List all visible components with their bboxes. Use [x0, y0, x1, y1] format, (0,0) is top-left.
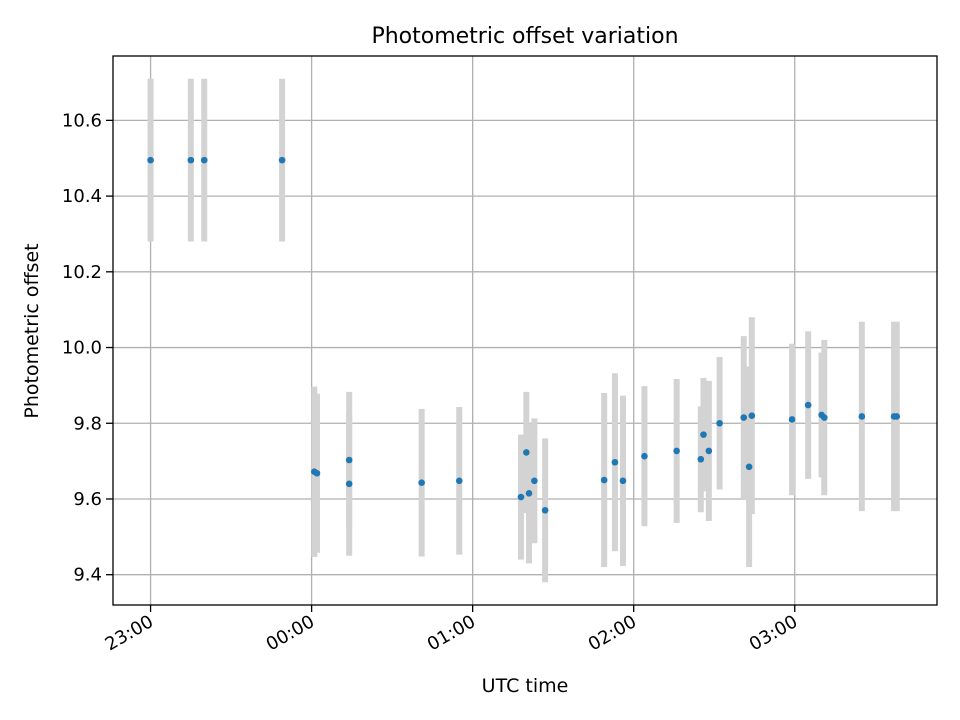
data-point: [745, 463, 753, 471]
y-tick-label: 9.6: [73, 489, 102, 510]
data-point: [788, 416, 796, 423]
data-point: [147, 156, 154, 164]
data-point: [740, 414, 748, 421]
x-tick-label: 00:00: [263, 611, 318, 655]
data-point: [700, 431, 707, 438]
data-point: [673, 447, 680, 455]
data-point: [525, 490, 533, 497]
y-tick-label: 9.4: [73, 565, 102, 586]
data-point: [705, 447, 713, 455]
data-point: [858, 413, 866, 420]
data-point: [619, 477, 627, 485]
data-point: [716, 419, 723, 427]
y-tick-label: 10.4: [62, 186, 102, 207]
data-point: [517, 493, 525, 501]
error-bars: [147, 78, 900, 583]
data-point: [313, 469, 321, 477]
data-point: [345, 480, 353, 488]
y-axis-label: Photometric offset: [21, 243, 43, 418]
x-axis-label: UTC time: [482, 675, 569, 697]
data-point: [804, 401, 812, 409]
data-point: [641, 452, 648, 460]
x-tick-label: 02:00: [585, 611, 640, 655]
data-point: [600, 476, 608, 484]
y-tick-label: 10.2: [62, 262, 102, 283]
chart-title: Photometric offset variation: [371, 24, 678, 49]
data-point: [187, 156, 195, 164]
y-tick-label: 10.6: [62, 110, 102, 131]
data-point: [345, 456, 353, 464]
y-tick-label: 9.8: [73, 413, 102, 434]
data-point: [531, 477, 538, 485]
data-points: [147, 156, 901, 514]
data-point: [200, 156, 208, 164]
data-point: [418, 479, 425, 487]
data-point: [523, 449, 530, 456]
x-tick-label: 23:00: [102, 611, 157, 655]
data-point: [820, 414, 828, 421]
data-point: [611, 458, 619, 466]
grid-lines: [113, 56, 937, 605]
data-point: [541, 507, 549, 514]
data-point: [278, 156, 286, 164]
x-tick-label: 03:00: [746, 611, 801, 655]
data-point: [893, 413, 901, 420]
y-axis-ticks: 9.4 9.6 9.8 10.0 10.2 10.4 10.6: [62, 110, 113, 586]
x-axis-ticks: 23:00 00:00 01:00 02:00 03:00: [102, 605, 801, 655]
data-point: [455, 477, 463, 485]
y-tick-label: 10.0: [62, 338, 102, 359]
plot-frame: [112, 55, 938, 606]
x-tick-label: 01:00: [424, 611, 479, 655]
data-point: [697, 455, 705, 463]
data-point: [748, 412, 756, 419]
